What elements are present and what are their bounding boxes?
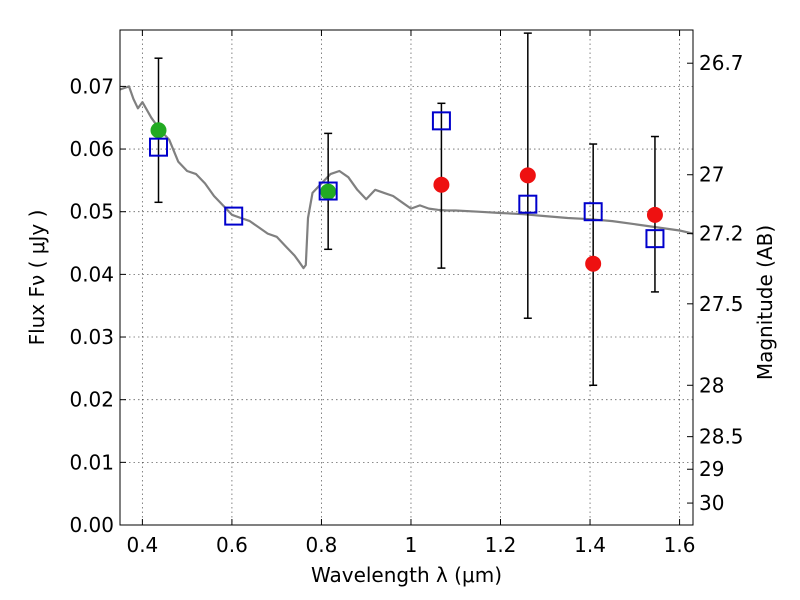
y-tick-label: 0.02 — [69, 388, 114, 412]
data-point-square — [148, 137, 168, 157]
y-tick-label: 0.07 — [69, 74, 114, 98]
right-tick-label: 28.5 — [699, 425, 744, 449]
template-spectrum-line — [120, 85, 693, 270]
data-point-square — [431, 111, 451, 131]
right-axis-label: Magnitude (AB) — [753, 225, 777, 380]
right-tick-label: 27 — [699, 163, 724, 187]
x-tick-label: 1.2 — [485, 533, 517, 557]
clipped-group — [120, 32, 693, 387]
grid-layer — [120, 30, 693, 526]
x-tick-label: 1 — [405, 533, 418, 557]
y-tick-label: 0.04 — [69, 262, 114, 286]
data-point-square — [224, 206, 244, 226]
data-point-circle — [519, 167, 536, 184]
data-point-square — [645, 229, 665, 249]
right-tick-label: 30 — [699, 491, 724, 515]
right-tick-label: 28 — [699, 373, 724, 397]
data-point-circle — [320, 183, 337, 200]
data-point-circle — [585, 255, 602, 272]
y-tick-label: 0.01 — [69, 450, 114, 474]
plot-layer — [120, 32, 693, 387]
y-tick-label: 0.05 — [69, 200, 114, 224]
y-axis-label: Flux Fν ( μJy ) — [25, 210, 49, 346]
x-tick-label: 1.4 — [574, 533, 606, 557]
y-tick-label: 0.06 — [69, 137, 114, 161]
y-tick-label: 0.03 — [69, 325, 114, 349]
plot-frame — [119, 29, 694, 526]
data-point-square — [318, 181, 338, 201]
x-tick-label: 1.6 — [664, 533, 696, 557]
x-tick-label: 0.8 — [306, 533, 338, 557]
x-tick-label: 0.6 — [216, 533, 248, 557]
x-axis-label: Wavelength λ (μm) — [311, 563, 502, 587]
right-tick-label: 27.5 — [699, 292, 744, 316]
tick-layer: 0.4 0.6 0.8 1 1.2 1.4 1.6 0.00 0.01 0.02 0.03 0.04 0… — [69, 30, 744, 557]
data-point-circle — [150, 122, 167, 139]
right-tick-label: 27.2 — [699, 222, 744, 246]
data-point-square — [518, 194, 538, 214]
data-point-circle — [433, 176, 450, 193]
right-tick-label: 26.7 — [699, 51, 744, 75]
data-point-circle — [646, 206, 663, 223]
right-tick-label: 29 — [699, 457, 724, 481]
x-tick-label: 0.4 — [126, 533, 158, 557]
y-tick-label: 0.00 — [69, 513, 114, 537]
data-point-square — [583, 202, 603, 222]
